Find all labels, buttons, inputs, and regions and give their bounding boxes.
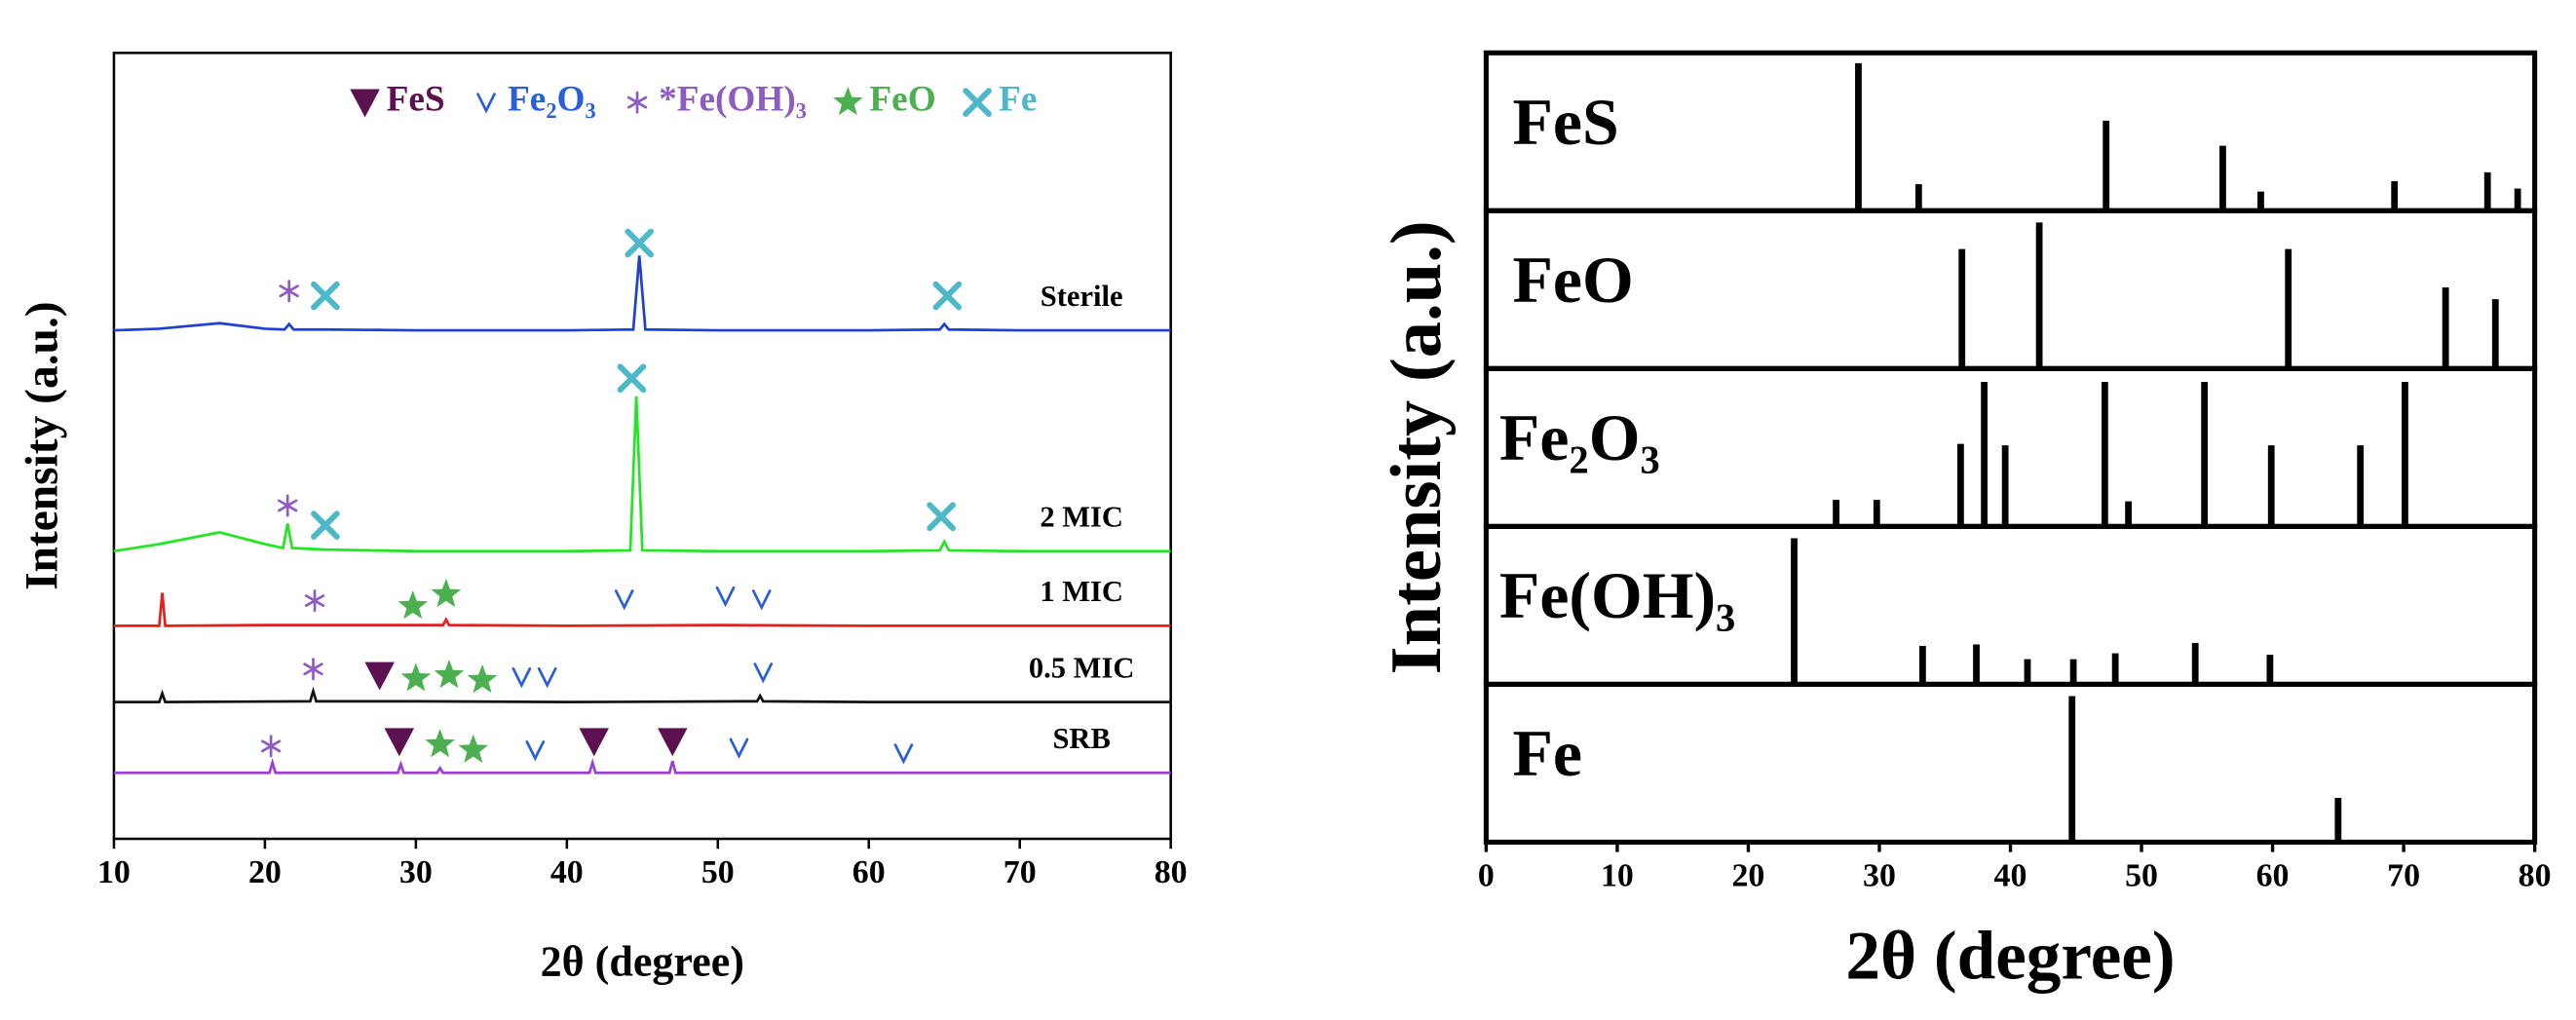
legend-symbol — [476, 93, 496, 114]
legend-symbol — [626, 91, 648, 114]
x-tick-label: 20 — [248, 854, 282, 890]
x-tick-label: 50 — [2125, 857, 2158, 893]
panel-label: Fe — [1513, 717, 1583, 790]
phase-marker — [658, 728, 688, 757]
phase-marker — [311, 281, 340, 311]
panel-frame — [1483, 208, 2538, 371]
phase-marker — [617, 363, 647, 394]
phase-marker — [303, 658, 323, 681]
phase-marker — [400, 662, 432, 692]
phase-marker — [751, 589, 772, 611]
series-label: Sterile — [1041, 280, 1123, 313]
plot-frame — [112, 52, 1172, 841]
legend-label: Fe — [999, 80, 1037, 120]
x-tick-label: 40 — [1994, 857, 2027, 893]
x-tick-label: 80 — [2519, 857, 2552, 893]
phase-marker — [279, 280, 299, 303]
x-tick-label: 10 — [97, 854, 131, 890]
legend-label: FeO — [869, 80, 935, 120]
phase-marker — [893, 743, 914, 765]
series-label: SRB — [1052, 722, 1110, 755]
phase-marker — [398, 590, 429, 620]
phase-marker — [364, 661, 395, 691]
panel-label: FeS — [1513, 86, 1619, 159]
legend-symbol — [833, 87, 863, 116]
phase-marker — [260, 735, 282, 758]
phase-marker — [511, 667, 532, 689]
phase-marker — [753, 662, 774, 684]
x-tick-label: 60 — [852, 854, 886, 890]
phase-marker — [434, 660, 465, 689]
phase-marker — [277, 494, 298, 517]
y-axis-title: Intensity (a.u.) — [17, 301, 67, 590]
trace — [113, 686, 1171, 704]
phase-marker — [467, 663, 498, 694]
x-tick-label: 20 — [1732, 857, 1765, 893]
phase-marker — [458, 734, 489, 763]
phase-marker — [614, 589, 634, 611]
legend-label: Fe₂O₃ — [508, 80, 596, 120]
x-tick-label: 60 — [2256, 857, 2290, 893]
phase-marker — [425, 729, 455, 758]
x-tick-label: 10 — [1601, 857, 1634, 893]
legend-label: *Fe(OH)₃ — [659, 80, 807, 120]
panel-label: Fe₂O₃ — [1499, 401, 1660, 474]
x-tick-label: 40 — [550, 854, 584, 890]
phase-marker — [927, 502, 956, 532]
phase-marker — [537, 667, 557, 689]
x-tick-label: 30 — [399, 854, 433, 890]
phase-marker — [932, 281, 963, 311]
legend-symbol — [963, 88, 992, 117]
x-tick-label: 70 — [2387, 857, 2420, 893]
panel-label: FeO — [1513, 244, 1634, 317]
phase-marker — [311, 510, 340, 540]
phase-marker — [729, 737, 749, 759]
phase-marker — [625, 228, 655, 258]
phase-marker — [579, 728, 609, 757]
trace — [113, 592, 1171, 627]
trace — [113, 757, 1171, 774]
panel-label: Fe(OH)₃ — [1499, 559, 1735, 632]
x-tick-label: 30 — [1863, 857, 1896, 893]
trace — [113, 396, 1171, 553]
legend-symbol — [350, 89, 380, 118]
series-label: 0.5 MIC — [1029, 651, 1134, 684]
trace — [113, 255, 1171, 332]
x-tick-label: 0 — [1478, 857, 1495, 893]
series-label: 2 MIC — [1040, 501, 1123, 534]
phase-marker — [715, 586, 736, 608]
x-tick-label: 80 — [1155, 854, 1188, 890]
phase-marker — [525, 740, 546, 762]
phase-marker — [431, 579, 462, 608]
x-tick-label: 70 — [1004, 854, 1037, 890]
x-axis-title: 2θ (degree) — [1845, 918, 2175, 994]
phase-marker — [304, 589, 325, 613]
panel-frame — [1483, 681, 2538, 845]
legend-label: FeS — [387, 80, 445, 120]
panel-frame — [1483, 50, 2538, 213]
y-axis-title: Intensity (a.u.) — [1377, 220, 1457, 674]
phase-marker — [384, 728, 415, 757]
x-axis-title: 2θ (degree) — [541, 938, 744, 986]
x-tick-label: 50 — [701, 854, 735, 890]
series-label: 1 MIC — [1040, 575, 1123, 608]
